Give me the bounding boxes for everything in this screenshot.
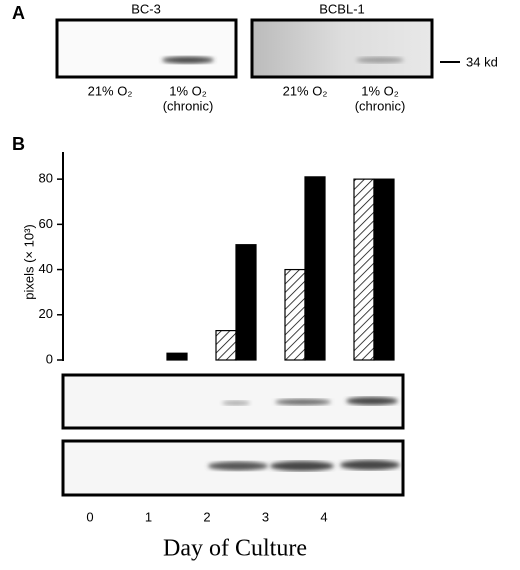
x-tick-label: 4	[320, 509, 327, 524]
y-tick-label: 0	[46, 351, 53, 366]
y-tick-label: 40	[39, 261, 53, 276]
bar	[235, 244, 257, 361]
band	[208, 461, 268, 471]
y-tick-label: 60	[39, 216, 53, 231]
y-tick-label: 20	[39, 306, 53, 321]
lane-label: (chronic)	[163, 98, 214, 113]
band	[270, 461, 334, 471]
x-tick-label: 0	[86, 509, 93, 524]
x-tick-label: 1	[145, 509, 152, 524]
y-tick-label: 80	[39, 171, 53, 186]
blot	[250, 18, 434, 79]
x-tick-label: 2	[203, 509, 210, 524]
bar	[215, 330, 237, 361]
blot-title: BCBL-1	[319, 1, 365, 16]
x-tick-label: 3	[262, 509, 269, 524]
x-axis-label: Day of Culture	[163, 536, 307, 562]
bar	[166, 352, 188, 361]
lane-label: 1% O₂	[169, 83, 207, 98]
band	[340, 460, 400, 470]
lane-label: (chronic)	[355, 98, 406, 113]
panel-label: A	[12, 3, 25, 23]
y-axis-label: pixels (× 10³)	[21, 224, 36, 300]
band	[275, 399, 331, 405]
lane-label: 21% O₂	[283, 83, 328, 98]
blot-title: BC-3	[131, 1, 161, 16]
band	[356, 57, 404, 63]
marker-label: 34 kd	[466, 54, 498, 69]
bar	[373, 178, 395, 361]
band	[222, 400, 250, 406]
band	[346, 397, 398, 405]
band	[162, 56, 214, 64]
bar	[353, 178, 375, 361]
bar	[304, 176, 326, 361]
lane-label: 21% O₂	[88, 83, 133, 98]
lane-label: 1% O₂	[361, 83, 399, 98]
blot	[55, 18, 238, 79]
bar	[284, 268, 306, 361]
panel-label: B	[12, 134, 25, 154]
